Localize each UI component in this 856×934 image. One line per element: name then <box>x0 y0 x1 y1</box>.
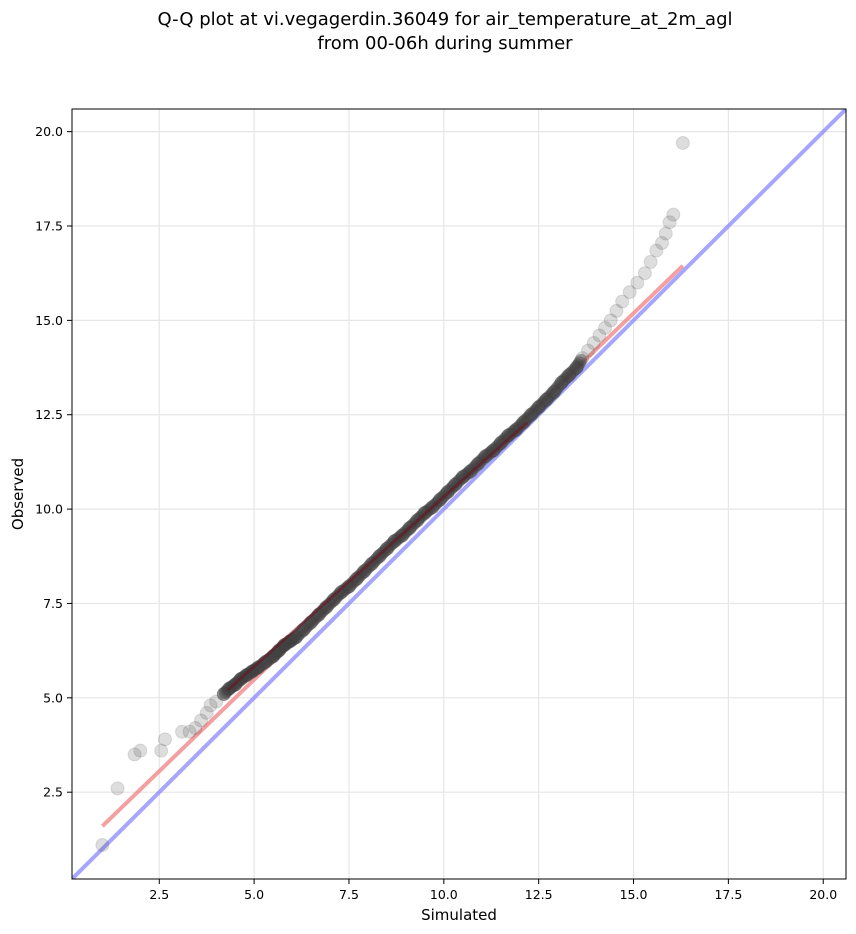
x-tick-label-5: 15.0 <box>620 887 648 902</box>
data-point-6 <box>175 724 190 739</box>
y-tick-label-5: 15.0 <box>35 313 63 328</box>
x-tick-label-7: 20.0 <box>809 887 837 902</box>
data-point-67 <box>598 320 613 335</box>
data-point-79 <box>666 207 681 222</box>
data-point-80 <box>675 135 690 150</box>
chart-title: Q-Q plot at vi.vegagerdin.36049 for air_… <box>0 8 856 56</box>
y-tick-label-6: 17.5 <box>35 219 63 234</box>
x-axis-label: Simulated <box>421 906 497 924</box>
data-point-11 <box>203 698 218 713</box>
data-point-59 <box>546 385 561 400</box>
data-point-2 <box>127 747 142 762</box>
data-points <box>95 135 690 853</box>
data-point-62-fill-2 <box>572 356 586 370</box>
data-point-10 <box>199 705 214 720</box>
x-tick-label-4: 12.5 <box>525 887 553 902</box>
y-tick-label-2: 7.5 <box>43 596 63 611</box>
grid <box>72 109 846 879</box>
data-point-78 <box>662 215 677 230</box>
chart-title-line-1: Q-Q plot at vi.vegagerdin.36049 for air_… <box>157 9 733 30</box>
x-tick-label-1: 5.0 <box>244 887 264 902</box>
plot-frame <box>71 108 847 880</box>
data-point-69 <box>609 303 624 318</box>
data-point-1 <box>110 781 125 796</box>
data-point-62-fill-3 <box>574 353 588 367</box>
data-point-71 <box>622 285 637 300</box>
identity-line <box>72 109 846 879</box>
data-point-7 <box>182 724 197 739</box>
axis-ticks: 2.5 5.0 7.5 10.0 12.5 15.0 17.5 20.0 2.5 5.0 7.5 10… <box>35 124 837 902</box>
x-tick-label-2: 7.5 <box>339 887 359 902</box>
x-tick-label-6: 17.5 <box>714 887 742 902</box>
x-tick-label-0: 2.5 <box>149 887 169 902</box>
reference-lines <box>72 109 846 879</box>
data-point-3 <box>133 743 148 758</box>
chart-title-line-2: from 00-06h during summer <box>317 33 573 54</box>
data-point-70 <box>615 294 630 309</box>
data-point-4 <box>154 743 169 758</box>
data-point-0 <box>95 838 110 853</box>
y-tick-label-1: 5.0 <box>43 690 63 705</box>
data-point-75 <box>649 243 664 258</box>
data-point-72 <box>630 275 645 290</box>
fit-line-core <box>226 421 529 692</box>
data-point-76 <box>654 235 669 250</box>
y-tick-label-4: 12.5 <box>35 407 63 422</box>
data-point-74 <box>643 254 658 269</box>
data-point-9 <box>194 713 208 728</box>
data-point-64 <box>581 343 595 358</box>
y-tick-label-3: 10.0 <box>35 502 63 517</box>
data-point-65 <box>586 336 601 351</box>
data-point-77 <box>658 226 673 241</box>
y-tick-label-7: 20.0 <box>35 124 63 139</box>
y-axis-label: Observed <box>9 458 27 530</box>
data-point-8 <box>188 721 203 736</box>
x-tick-label-3: 10.0 <box>430 887 458 902</box>
data-point-63 <box>575 351 590 366</box>
data-point-66 <box>592 328 607 343</box>
data-point-68 <box>603 313 618 328</box>
y-tick-label-0: 2.5 <box>43 785 63 800</box>
data-point-5 <box>157 732 172 747</box>
data-point-73 <box>637 266 652 281</box>
data-point-62 <box>569 360 584 375</box>
data-point-62-fill-1 <box>571 358 585 372</box>
